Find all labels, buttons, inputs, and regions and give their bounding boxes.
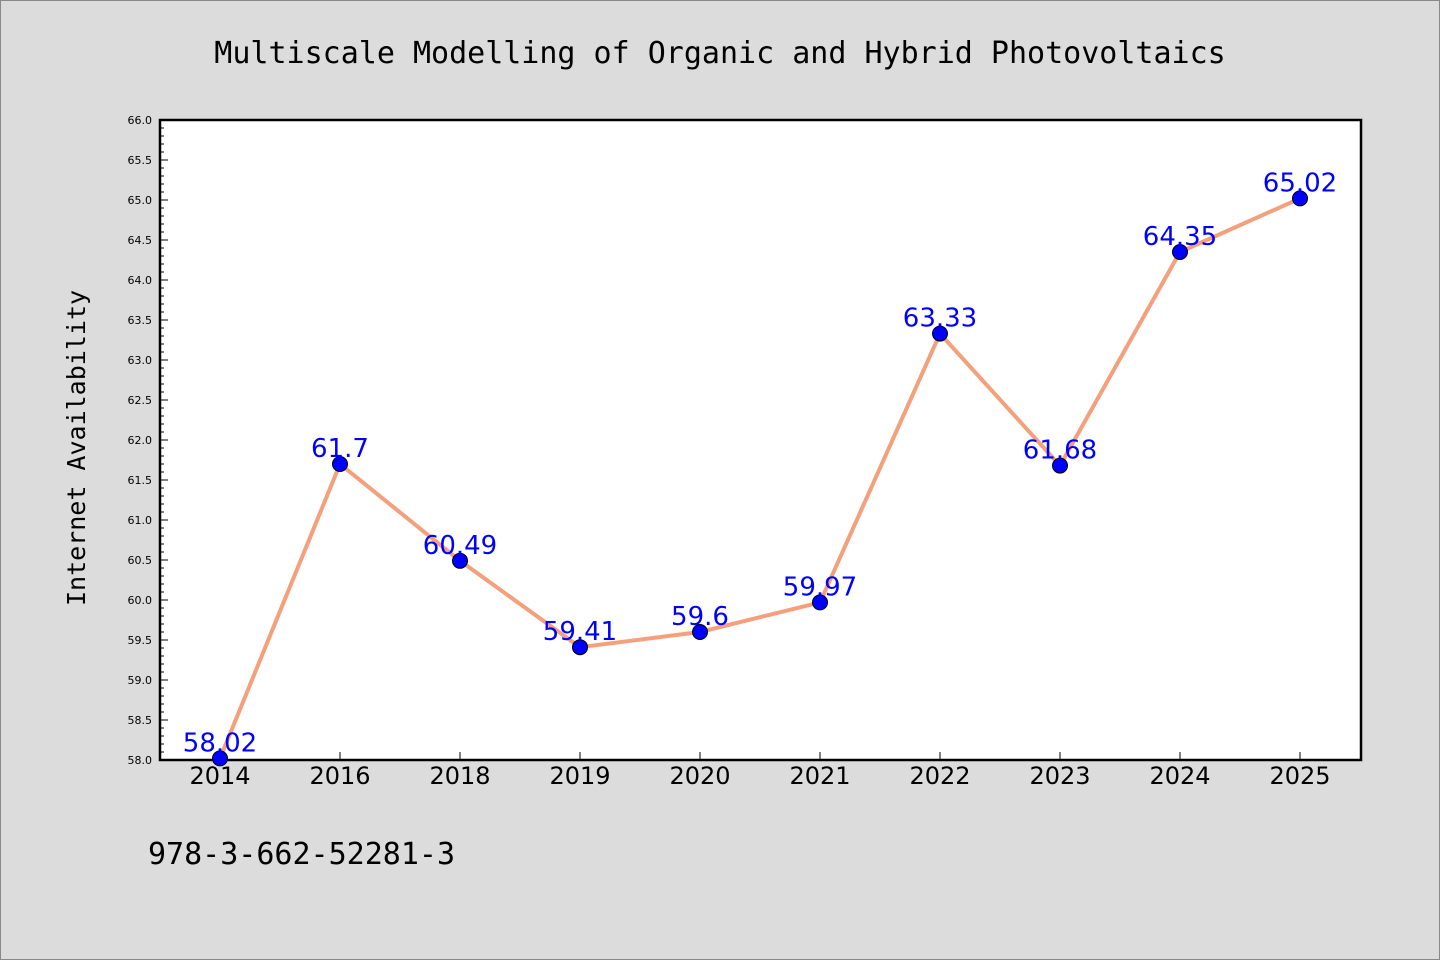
data-label: 58.02 — [183, 728, 257, 758]
data-label: 61.68 — [1023, 436, 1097, 466]
data-label: 59.41 — [543, 617, 617, 647]
data-point — [332, 456, 348, 472]
x-tick-label: 2024 — [1149, 762, 1210, 790]
y-tick-label: 64.0 — [128, 274, 153, 287]
x-axis: 2014 2016 2018 2019 2020 2021 2022 2023 2024 2025 — [189, 752, 1331, 790]
chart-title: Multiscale Modelling of Organic and Hybr… — [214, 36, 1225, 71]
data-label: 59.97 — [783, 572, 857, 602]
y-tick-label: 61.5 — [128, 474, 153, 487]
y-tick-label: 66.0 — [128, 114, 153, 127]
data-label: 60.49 — [423, 531, 497, 561]
y-tick-label: 60.5 — [128, 554, 153, 567]
y-tick-label: 61.0 — [128, 514, 153, 527]
data-point — [1292, 190, 1308, 207]
x-tick-label: 2023 — [1029, 762, 1090, 790]
data-label: 63.33 — [903, 304, 977, 334]
plot-area — [158, 118, 1363, 762]
x-tick-label: 2021 — [789, 762, 850, 790]
data-point — [212, 750, 228, 767]
x-tick-label: 2025 — [1269, 762, 1330, 790]
data-label: 65.02 — [1263, 168, 1337, 198]
x-tick-label: 2019 — [549, 762, 610, 790]
y-axis-label: Internet Availability — [62, 290, 91, 606]
y-tick-label: 62.0 — [128, 434, 153, 447]
data-markers — [212, 190, 1308, 767]
y-tick-label: 58.0 — [128, 754, 153, 767]
data-label: 61.7 — [311, 434, 369, 464]
y-tick-label: 65.0 — [128, 194, 153, 207]
data-label: 64.35 — [1143, 222, 1217, 252]
x-tick-label: 2018 — [429, 762, 490, 790]
x-tick-label: 2020 — [669, 762, 730, 790]
x-tick-label: 2014 — [189, 762, 250, 790]
y-tick-label: 59.5 — [128, 634, 153, 647]
y-axis: 58.0 58.5 59.0 59.5 60.0 60.5 61.0 61.5 62.0 62.5… — [128, 114, 168, 767]
data-point — [692, 624, 708, 640]
isbn-footer: 978-3-662-52281-3 — [148, 837, 455, 872]
data-point — [1052, 457, 1068, 474]
x-tick-label: 2016 — [309, 762, 370, 790]
data-label: 59.6 — [671, 602, 729, 632]
y-tick-label: 63.0 — [128, 354, 153, 367]
data-point — [812, 594, 828, 611]
y-tick-label: 59.0 — [128, 674, 153, 687]
x-tick-label: 2022 — [909, 762, 970, 790]
y-tick-label: 60.0 — [128, 594, 153, 607]
y-tick-label: 62.5 — [128, 394, 153, 407]
series-line — [218, 196, 1301, 760]
y-tick-label: 64.5 — [128, 234, 153, 247]
data-point — [932, 325, 948, 342]
y-tick-label: 58.5 — [128, 714, 153, 727]
data-point — [572, 639, 588, 656]
data-labels: 58.02 61.7 60.49 59.41 59.6 59.97 63.33 61.68 64… — [183, 168, 1337, 758]
y-tick-label: 65.5 — [128, 154, 153, 167]
data-point — [452, 552, 468, 569]
y-tick-label: 63.5 — [128, 314, 153, 327]
data-point — [1172, 244, 1188, 260]
